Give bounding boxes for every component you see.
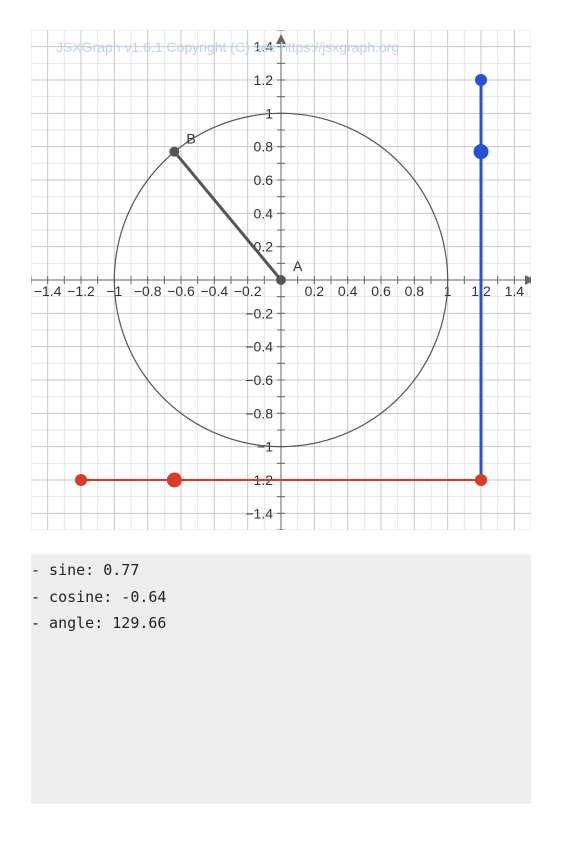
sine-value-point	[473, 144, 489, 160]
jsxgraph-board[interactable]: JSXGraph v1.6.1 Copyright (C) see https:…	[31, 30, 531, 530]
y-axis-arrow-icon	[276, 34, 286, 44]
radius-segment[interactable]	[173, 150, 283, 281]
x-tick-label: −0.8	[134, 283, 162, 299]
y-tick-label: 1.2	[254, 72, 274, 88]
x-tick-label: −0.2	[234, 283, 262, 299]
y-tick-label: 0.4	[254, 205, 274, 221]
x-tick-label: 0.2	[305, 283, 325, 299]
y-tick-label: −1	[257, 439, 273, 455]
y-tick-label: 1.4	[254, 39, 274, 55]
x-tick-label: 1.4	[505, 283, 525, 299]
unit-circle	[113, 112, 449, 448]
sine-top-point[interactable]	[475, 74, 487, 86]
cosine-value-point	[166, 472, 182, 488]
cosine-output: - cosine: -0.64	[31, 587, 167, 606]
point-a-label: A	[293, 258, 303, 274]
y-tick-label: −0.8	[245, 405, 273, 421]
x-tick-label: −1.4	[34, 283, 62, 299]
y-tick-label: −0.6	[245, 372, 273, 388]
x-tick-label: −0.4	[201, 283, 229, 299]
y-tick-label: 0.6	[254, 172, 274, 188]
x-axis-arrow-icon	[525, 275, 531, 285]
sine-output: - sine: 0.77	[31, 561, 140, 579]
y-tick-label: −0.2	[245, 305, 273, 321]
copyright-text: JSXGraph v1.6.1 Copyright (C) see https:…	[56, 39, 400, 55]
cosine-left-point[interactable]	[75, 474, 87, 486]
corner-point[interactable]	[475, 474, 487, 486]
angle-output: - angle: 129.66	[31, 614, 167, 632]
x-tick-label: 0.6	[371, 283, 391, 299]
point-b-label: B	[186, 131, 195, 147]
x-tick-label: 0.4	[338, 283, 358, 299]
output-panel: - sine: 0.77 - cosine: -0.64 - angle: 12…	[31, 554, 531, 804]
y-tick-label: −0.4	[245, 339, 273, 355]
board-canvas[interactable]: −1.4 −1.2 −1 −0.8 −0.6 −0.4 −0.2 0.2 0.4 0.6 0.8 1 1…	[31, 30, 531, 530]
point-a[interactable]	[276, 275, 286, 285]
x-tick-label: −1.2	[67, 283, 95, 299]
y-tick-label: −1.4	[245, 505, 273, 521]
y-tick-label: 0.8	[254, 139, 274, 155]
x-tick-label: 0.8	[405, 283, 425, 299]
x-tick-label: −0.6	[167, 283, 195, 299]
point-b[interactable]	[169, 146, 180, 157]
